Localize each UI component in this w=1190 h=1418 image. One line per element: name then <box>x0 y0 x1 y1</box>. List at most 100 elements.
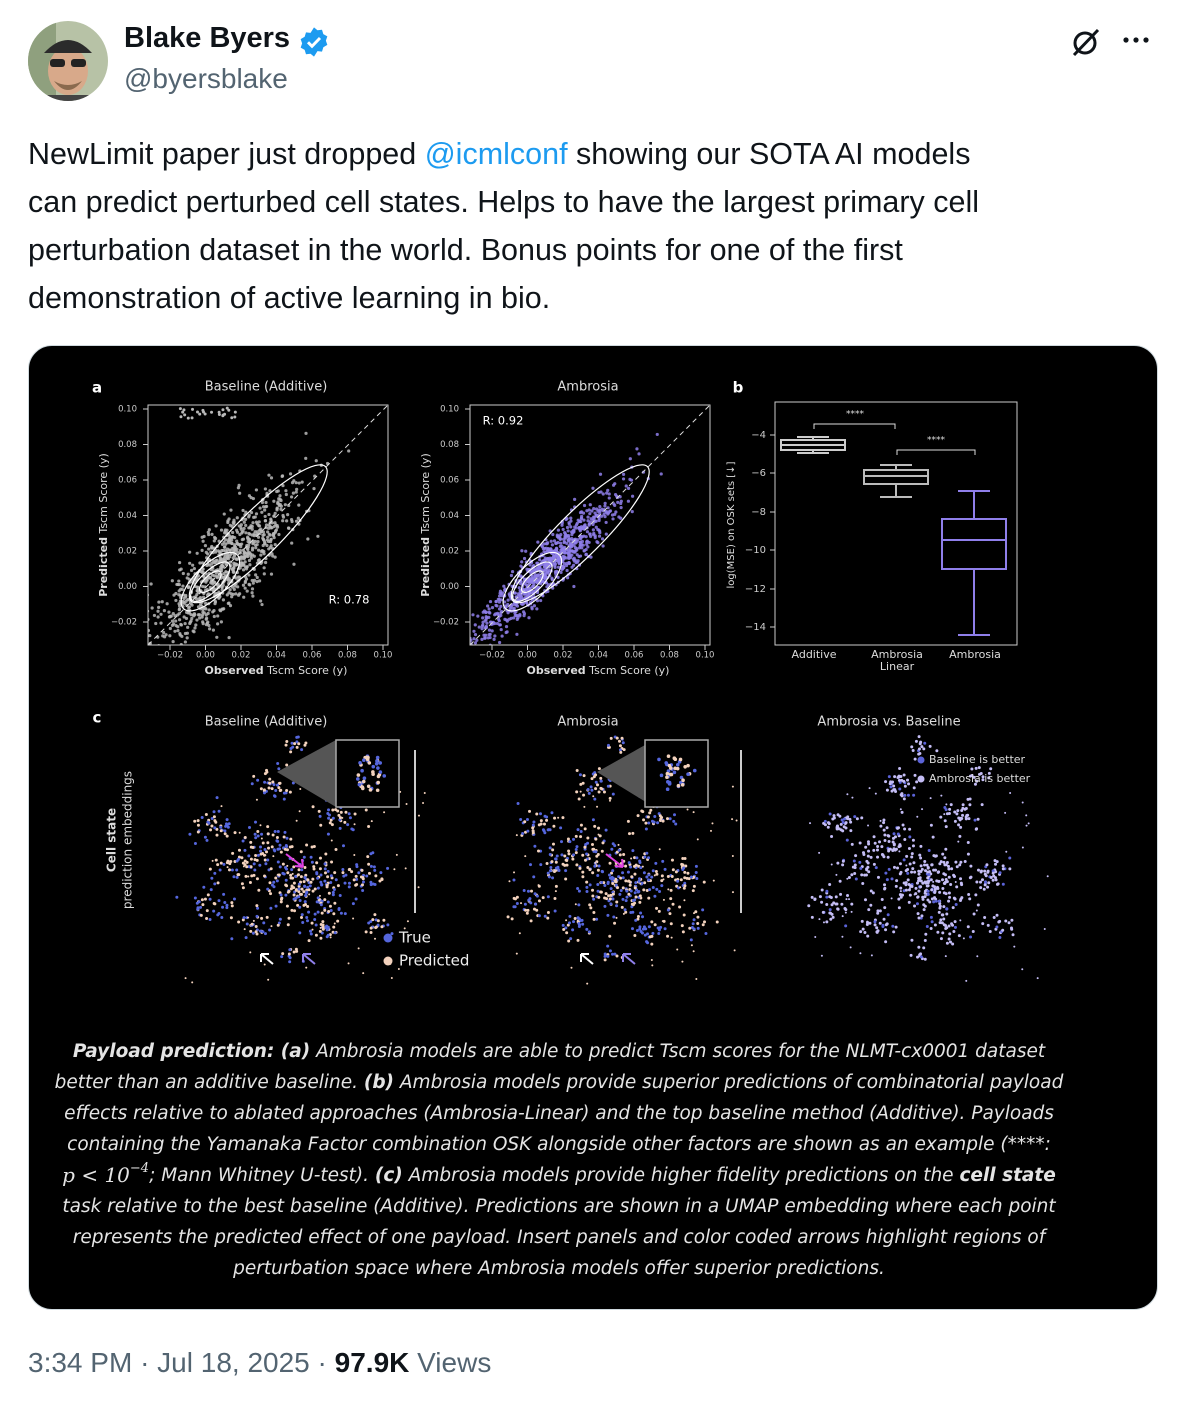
umap-point <box>588 883 592 887</box>
inset-point <box>680 783 685 787</box>
umap-point <box>672 813 676 817</box>
umap-point <box>966 925 970 929</box>
author-handle[interactable]: @byersblake <box>124 63 288 94</box>
umap-point <box>979 771 983 775</box>
scatter-point <box>213 602 217 606</box>
umap-point <box>297 890 301 894</box>
scatter-point <box>544 542 548 546</box>
umap-point <box>633 872 637 876</box>
scatter-point <box>220 585 224 589</box>
scatter-point <box>157 645 160 648</box>
umap-point <box>809 822 812 825</box>
umap-point <box>205 838 209 842</box>
scatter-point <box>260 500 265 505</box>
umap-point <box>830 834 834 838</box>
umap-point <box>869 889 873 893</box>
umap-point <box>903 784 907 788</box>
scatter-point <box>493 634 497 638</box>
umap-point <box>551 876 555 880</box>
umap-point <box>867 842 871 846</box>
scatter-point <box>228 604 233 608</box>
umap-point <box>352 917 355 920</box>
umap-point <box>825 889 829 893</box>
umap-point <box>294 896 298 900</box>
plot-title: Ambrosia <box>557 380 618 395</box>
umap-point <box>941 887 945 891</box>
umap-point <box>644 821 648 825</box>
umap-point <box>325 928 329 932</box>
umap-point <box>321 920 325 924</box>
scatter-point <box>250 548 255 552</box>
arrow <box>302 953 316 965</box>
more-menu[interactable] <box>1116 30 1156 50</box>
author-name[interactable]: Blake Byers <box>124 22 291 54</box>
umap-point <box>626 880 629 883</box>
umap-point <box>274 904 278 908</box>
umap-point <box>854 877 858 881</box>
scatter-point <box>532 583 536 587</box>
umap-point <box>927 873 931 877</box>
umap-point <box>299 875 303 879</box>
x-tick-label: 0.08 <box>660 651 679 661</box>
scatter-point <box>269 476 274 480</box>
scatter-point <box>543 556 547 560</box>
umap-point <box>893 775 897 779</box>
tweet-image[interactable]: a Baseline (Additive) 0.10 0.08 0.06 0.04 0.02… <box>28 345 1158 1310</box>
umap-point <box>237 920 241 924</box>
umap-point <box>585 885 589 889</box>
umap-point <box>994 878 998 882</box>
umap-point <box>655 872 659 876</box>
umap-point <box>617 843 620 846</box>
scatter-point <box>233 536 237 540</box>
umap-point <box>216 881 220 885</box>
scatter-point <box>162 609 166 613</box>
umap-point <box>584 858 588 862</box>
caption-segment: cell state <box>959 1165 1055 1186</box>
umap-point <box>353 854 356 857</box>
umap-point <box>592 897 596 901</box>
inset-point <box>679 775 684 780</box>
umap-point <box>731 785 734 788</box>
umap-point <box>666 934 670 938</box>
umap-point <box>548 846 552 850</box>
scatter-point <box>148 675 151 678</box>
umap-point <box>671 868 675 872</box>
umap-point <box>898 844 902 848</box>
scatter-point <box>542 558 546 563</box>
umap-point <box>943 805 947 809</box>
scatter-point <box>486 665 489 668</box>
avatar[interactable] <box>26 19 110 103</box>
umap-point <box>357 871 361 875</box>
time[interactable]: 3:34 PM <box>28 1347 133 1378</box>
scatter-point <box>565 576 570 580</box>
umap-point <box>971 930 975 934</box>
umap-point <box>352 878 356 882</box>
umap-point <box>611 881 615 885</box>
umap-point <box>911 838 915 842</box>
umap-point <box>694 871 698 875</box>
umap-point <box>621 871 625 875</box>
mention-link[interactable]: @icmlconf <box>424 137 568 171</box>
umap-point <box>218 868 222 872</box>
umap-point <box>326 832 330 836</box>
umap-point <box>590 777 594 781</box>
scatter-point <box>255 543 259 547</box>
scatter-point <box>261 530 266 534</box>
umap-point <box>566 923 570 927</box>
tweet-meta: 3:34 PM · Jul 18, 2025 · 97.9K Views <box>28 1347 491 1379</box>
umap-point <box>528 809 532 813</box>
umap-point <box>304 741 308 745</box>
umap-point <box>611 892 615 896</box>
umap-point <box>660 874 664 878</box>
date[interactable]: Jul 18, 2025 <box>157 1347 310 1378</box>
scatter-point <box>142 678 145 681</box>
grok-icon[interactable] <box>1068 24 1104 60</box>
umap-point <box>661 920 664 923</box>
umap-point <box>567 849 571 853</box>
umap-point <box>219 861 223 865</box>
umap-point <box>545 815 549 819</box>
umap-point <box>512 878 516 882</box>
umap-point <box>355 883 359 887</box>
umap-point <box>866 861 870 865</box>
umap-point <box>870 954 873 957</box>
